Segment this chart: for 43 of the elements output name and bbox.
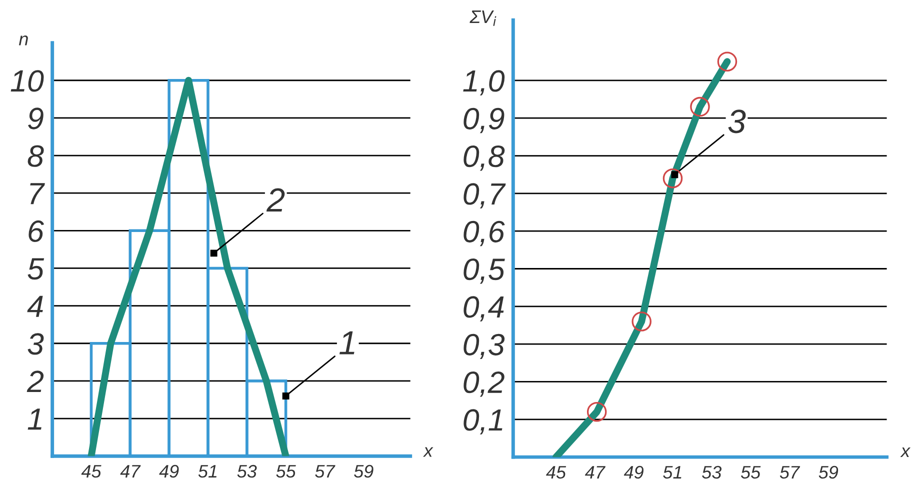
y-tick-label: 6 [28, 220, 44, 242]
y-tick-label: 7 [30, 183, 45, 204]
y-tick-label: 3 [28, 333, 44, 355]
annotation: 1 [339, 331, 354, 354]
y-tick-label: 9 [28, 108, 44, 130]
y-tick-label: 0,7 [464, 183, 506, 208]
y-tick-label: 0,3 [464, 334, 505, 360]
y-tick-label: 0,9 [464, 108, 504, 134]
x-tick-label: 45 [81, 465, 102, 478]
y-tick-label: 10 [10, 70, 44, 92]
x-tick-label: 53 [702, 466, 722, 479]
y-tick-label: 5 [28, 258, 44, 280]
y-tick-label: 1,0 [463, 70, 505, 96]
annotation: 2 [266, 188, 285, 212]
y-tick-label: 1 [28, 408, 42, 430]
y-tick-label: 0,5 [464, 258, 505, 284]
y-tick-label: 0,8 [464, 145, 505, 171]
y-tick-label: 0,6 [464, 220, 505, 246]
x-tick-label: 51 [198, 465, 217, 478]
x-tick-label: 57 [315, 465, 336, 478]
y-axis-title: ΣV$_{i}$ [470, 10, 496, 26]
x-tick-label: 49 [624, 466, 644, 479]
x-tick-label: 47 [584, 466, 606, 478]
x-tick-label: 57 [780, 466, 800, 479]
x-tick-label: 55 [740, 466, 761, 479]
x-tick-label: 59 [354, 464, 374, 478]
x-tick-label: 49 [159, 464, 179, 478]
y-axis-title: n [18, 36, 28, 46]
x-axis-title: x [900, 448, 911, 458]
x-axis-title: x [423, 447, 434, 457]
x-tick-label: 55 [276, 465, 296, 478]
x-tick-label: 53 [237, 464, 257, 478]
x-tick-label: 59 [818, 466, 838, 479]
y-tick-label: 2 [26, 370, 44, 392]
x-tick-label: 51 [663, 466, 682, 479]
y-tick-label: 0,2 [464, 371, 504, 397]
x-tick-label: 45 [546, 466, 566, 479]
y-tick-label: 0,1 [464, 409, 502, 434]
y-tick-label: 4 [27, 296, 43, 317]
annotation: 3 [728, 110, 746, 134]
y-tick-label: 0,4 [464, 296, 504, 322]
x-tick-label: 47 [120, 465, 141, 478]
y-tick-label: 8 [28, 145, 44, 167]
